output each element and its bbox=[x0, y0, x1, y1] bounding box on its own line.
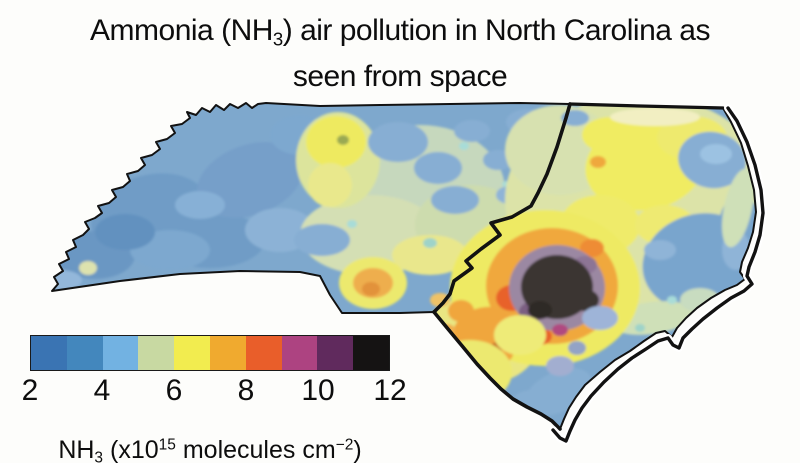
colorbar bbox=[30, 335, 390, 371]
colorbar-tick: 8 bbox=[237, 374, 255, 407]
north-border-thick bbox=[568, 102, 725, 110]
colorbar-cell bbox=[66, 336, 103, 370]
caption-subscript: 3 bbox=[94, 449, 104, 463]
state-outline bbox=[51, 102, 757, 430]
colorbar-caption: NH3 (x1015 molecules cm−2) bbox=[30, 436, 390, 463]
colorbar-cell bbox=[31, 336, 67, 370]
colorbar-tick: 6 bbox=[165, 374, 183, 407]
colorbar-cell bbox=[281, 336, 318, 370]
coast-outer-line bbox=[551, 106, 765, 443]
colorbar-tick: 10 bbox=[301, 374, 335, 407]
title-subscript: 3 bbox=[272, 28, 283, 50]
colorbar-cell bbox=[209, 336, 246, 370]
colorbar-tick: 4 bbox=[93, 374, 111, 407]
colorbar-cell bbox=[317, 336, 354, 370]
airshed-boundary bbox=[432, 102, 572, 314]
colorbar-tick: 2 bbox=[21, 374, 39, 407]
figure-title: Ammonia (NH3) air pollution in North Car… bbox=[0, 12, 800, 95]
colorbar-cell bbox=[138, 336, 175, 370]
colorbar-legend: 2 4 6 8 10 12 NH3 (x1015 molecules cm−2) bbox=[22, 335, 407, 463]
colorbar-tick: 12 bbox=[373, 374, 407, 407]
colorbar-cell bbox=[102, 336, 139, 370]
colorbar-ticks: 2 4 6 8 10 12 bbox=[22, 374, 407, 410]
title-line2: seen from space bbox=[292, 59, 508, 93]
colorbar-cell bbox=[174, 336, 210, 370]
colorbar-cell bbox=[245, 336, 282, 370]
colorbar-cell bbox=[353, 336, 389, 370]
title-line1: Ammonia (NH3) air pollution in North Car… bbox=[90, 14, 710, 50]
caption-superscript-exp: 15 bbox=[158, 436, 176, 454]
south-border-thick bbox=[432, 310, 562, 431]
caption-superscript-units: −2 bbox=[335, 436, 354, 454]
